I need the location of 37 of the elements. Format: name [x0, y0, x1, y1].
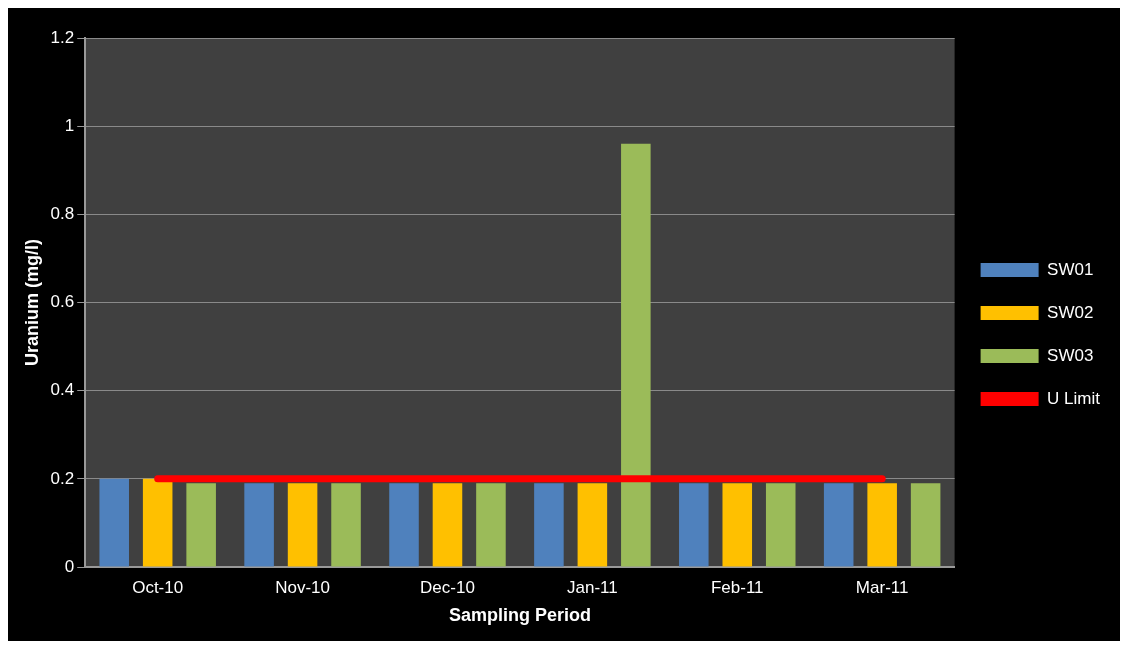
- bar: [621, 143, 651, 567]
- x-tick-label: Mar-11: [855, 577, 909, 597]
- bar: [679, 483, 709, 567]
- x-axis-title: Sampling Period: [448, 605, 591, 626]
- bar: [287, 483, 318, 567]
- x-tick-label: Feb-11: [710, 577, 764, 597]
- bar: [476, 483, 506, 567]
- bar: [534, 483, 564, 567]
- legend-label: SW03: [1047, 345, 1094, 365]
- x-tick-label: Dec-10: [420, 577, 475, 597]
- bar: [910, 483, 941, 567]
- legend-label: U Limit: [1047, 388, 1101, 408]
- bar: [142, 478, 173, 567]
- bar: [722, 483, 753, 567]
- bar: [765, 483, 796, 567]
- bar: [389, 483, 419, 567]
- bar: [823, 483, 854, 567]
- x-tick-label: Nov-10: [275, 577, 330, 597]
- y-tick-label: 1: [64, 115, 75, 135]
- y-tick-label: 1.2: [50, 27, 75, 47]
- legend-label: SW02: [1047, 302, 1094, 322]
- bar: [244, 483, 274, 567]
- x-tick-label: Oct-10: [132, 577, 184, 597]
- bar: [577, 483, 608, 567]
- bar: [867, 483, 897, 567]
- y-tick-label: 0.2: [50, 468, 75, 488]
- y-tick-label: 0.8: [50, 204, 75, 224]
- y-tick-label: 0: [64, 556, 75, 576]
- y-tick-label: 0.4: [50, 380, 75, 400]
- x-tick-label: Jan-11: [567, 577, 618, 597]
- y-axis-title: Uranium (mg/l): [21, 238, 42, 367]
- bar: [432, 483, 463, 567]
- bar: [186, 483, 216, 567]
- bar: [99, 478, 129, 567]
- legend-label: SW01: [1047, 259, 1094, 279]
- bar: [331, 483, 361, 567]
- y-tick-label: 0.6: [50, 292, 75, 312]
